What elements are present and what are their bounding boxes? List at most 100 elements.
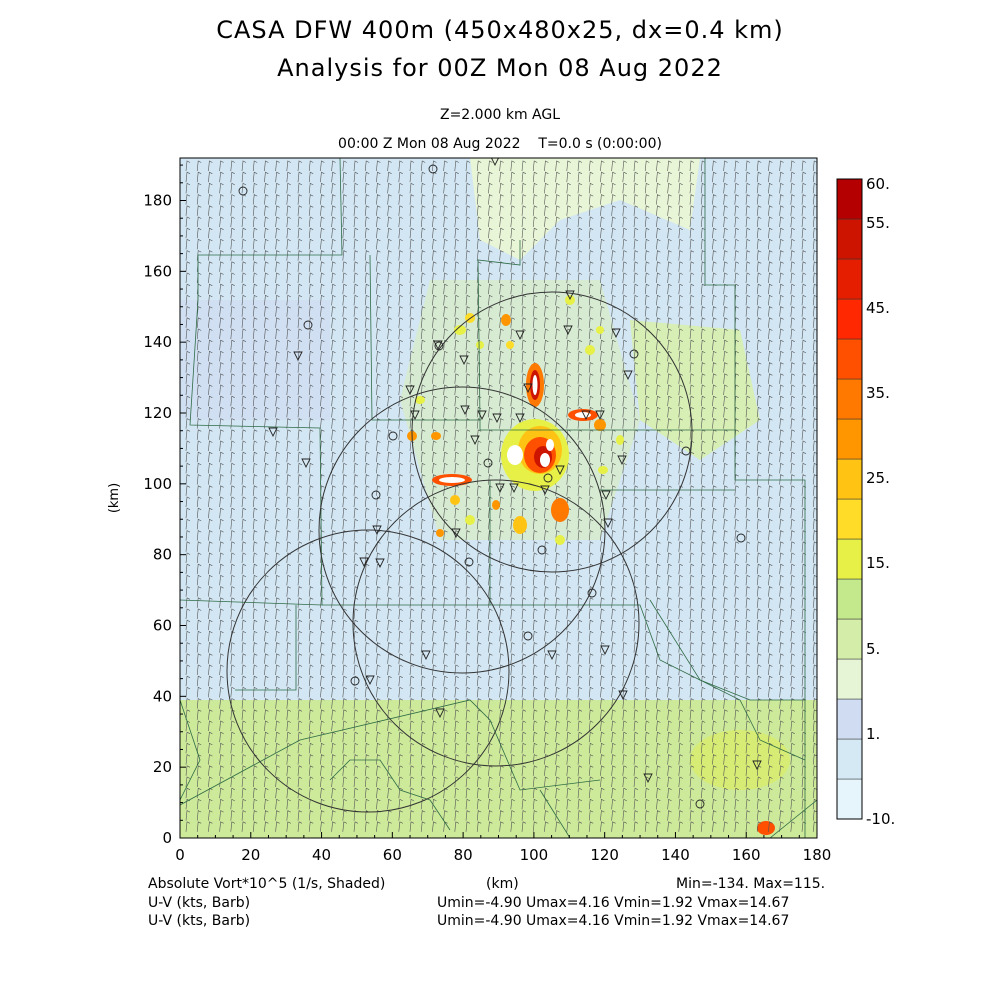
- station-triangle-38: [470, 435, 480, 446]
- station-triangle-2: [563, 325, 573, 336]
- storm-cell-4: [540, 453, 550, 467]
- station-triangle-23: [375, 558, 385, 569]
- station-triangle-33: [600, 645, 610, 656]
- colorbar-label-1: 55.: [866, 214, 890, 232]
- x-tick-label-140: 140: [661, 846, 690, 864]
- station-triangle-36: [752, 760, 762, 771]
- x-tick-label-20: 20: [241, 846, 260, 864]
- colorbar-frame: [836, 178, 863, 820]
- y-axis-label: (km): [107, 483, 122, 513]
- x-tick-label-160: 160: [732, 846, 761, 864]
- x-tick-label-0: 0: [175, 846, 185, 864]
- storm-cell-27: [585, 345, 595, 355]
- colorbar-label-2: 45.: [866, 299, 890, 317]
- storm-cell-11: [439, 477, 465, 483]
- colorbar-label-7: 1.: [866, 725, 880, 743]
- storm-cell-31: [450, 495, 460, 505]
- station-triangle-21: [451, 528, 461, 539]
- station-triangle-1: [565, 290, 575, 301]
- field-region-green-east: [630, 320, 760, 460]
- station-circle-0: [428, 164, 438, 174]
- y-tick-label-20: 20: [153, 758, 172, 776]
- station-triangle-0: [490, 158, 500, 167]
- colorbar-segment-2: [836, 698, 863, 740]
- colorbar-segment-4: [836, 618, 863, 660]
- station-triangle-16: [495, 483, 505, 494]
- colorbar-segment-9: [836, 418, 863, 460]
- station-triangle-12: [595, 410, 605, 421]
- y-tick-label-40: 40: [153, 687, 172, 705]
- colorbar-segment-15: [836, 178, 863, 220]
- storm-cell-22: [594, 419, 606, 431]
- storm-cell-28: [415, 396, 425, 404]
- footer-field3: U-V (kts, Barb): [148, 913, 251, 929]
- station-triangle-30: [421, 650, 431, 661]
- station-triangle-27: [293, 351, 303, 362]
- colorbar-segment-13: [836, 258, 863, 300]
- station-triangle-35: [643, 773, 653, 784]
- storm-cell-7: [532, 375, 538, 395]
- colorbar-segment-6: [836, 538, 863, 580]
- station-triangle-10: [492, 413, 502, 424]
- station-triangle-37: [365, 675, 375, 686]
- storm-cell-12: [507, 445, 523, 465]
- wind-barb-field: [185, 160, 817, 832]
- colorbar-segment-3: [836, 658, 863, 700]
- station-markers: [238, 158, 762, 809]
- y-tick-label-140: 140: [143, 333, 172, 351]
- station-triangle-6: [623, 370, 633, 381]
- x-axis-label: (km): [486, 876, 519, 892]
- plot-title: CASA DFW 400m (450x480x25, dx=0.4 km): [216, 16, 784, 44]
- station-triangle-26: [301, 458, 311, 469]
- colorbar-label-6: 5.: [866, 640, 880, 658]
- x-tick-label-60: 60: [383, 846, 402, 864]
- colorbar-label-5: 15.: [866, 554, 890, 572]
- storm-cell-32: [506, 341, 514, 349]
- plot-area: [180, 158, 817, 838]
- footer-minmax: Min=-134. Max=115.: [676, 876, 826, 892]
- field-region-lavender-west: [180, 300, 330, 420]
- storm-cell-19: [492, 500, 500, 510]
- storm-cell-15: [501, 314, 511, 326]
- plot-subtitle: Analysis for 00Z Mon 08 Aug 2022: [277, 54, 723, 82]
- colorbar-segment-8: [836, 458, 863, 500]
- x-tick-label-40: 40: [312, 846, 331, 864]
- field-yellow-patch: [690, 730, 790, 790]
- wind-barbs: [185, 160, 817, 832]
- station-circle-16: [543, 473, 553, 483]
- station-triangle-9: [477, 410, 487, 421]
- station-circle-1: [238, 186, 248, 196]
- station-circle-7: [371, 490, 381, 500]
- storm-cell-30: [465, 515, 475, 525]
- storm-cell-24: [616, 435, 624, 445]
- station-triangle-31: [435, 708, 445, 719]
- colorbar-segment-14: [836, 218, 863, 260]
- station-triangle-18: [540, 485, 550, 496]
- station-circle-6: [483, 458, 493, 468]
- colorbar-label-3: 35.: [866, 384, 890, 402]
- colorbar-segment-0: [836, 778, 863, 820]
- station-circle-4: [434, 341, 444, 351]
- storm-cell-34: [596, 326, 604, 334]
- colorbar-segment-7: [836, 498, 863, 540]
- y-tick-label-100: 100: [143, 475, 172, 493]
- station-circle-2: [303, 320, 313, 330]
- storm-cell-25: [454, 325, 466, 335]
- footer-uv-stats2: Umin=-4.90 Umax=4.16 Vmin=1.92 Vmax=14.6…: [437, 913, 790, 929]
- station-triangle-24: [359, 557, 369, 568]
- station-triangle-4: [459, 355, 469, 366]
- station-circle-5: [388, 431, 398, 441]
- vorticity-storm-cells: [407, 295, 624, 545]
- field-region-light-green-north: [470, 158, 700, 260]
- colorbar-segment-10: [836, 378, 863, 420]
- colorbar-segment-11: [836, 338, 863, 380]
- station-triangle-19: [601, 490, 611, 501]
- footer-field1: Absolute Vort*10^5 (1/s, Shaded): [148, 876, 386, 892]
- station-circle-15: [695, 799, 705, 809]
- station-triangle-7: [433, 340, 443, 351]
- x-tick-label-100: 100: [520, 846, 549, 864]
- radar-range-rings: [226, 291, 693, 813]
- county-boundaries: [180, 158, 817, 838]
- field-red-spot: [757, 821, 775, 835]
- storm-cell-23: [598, 466, 608, 474]
